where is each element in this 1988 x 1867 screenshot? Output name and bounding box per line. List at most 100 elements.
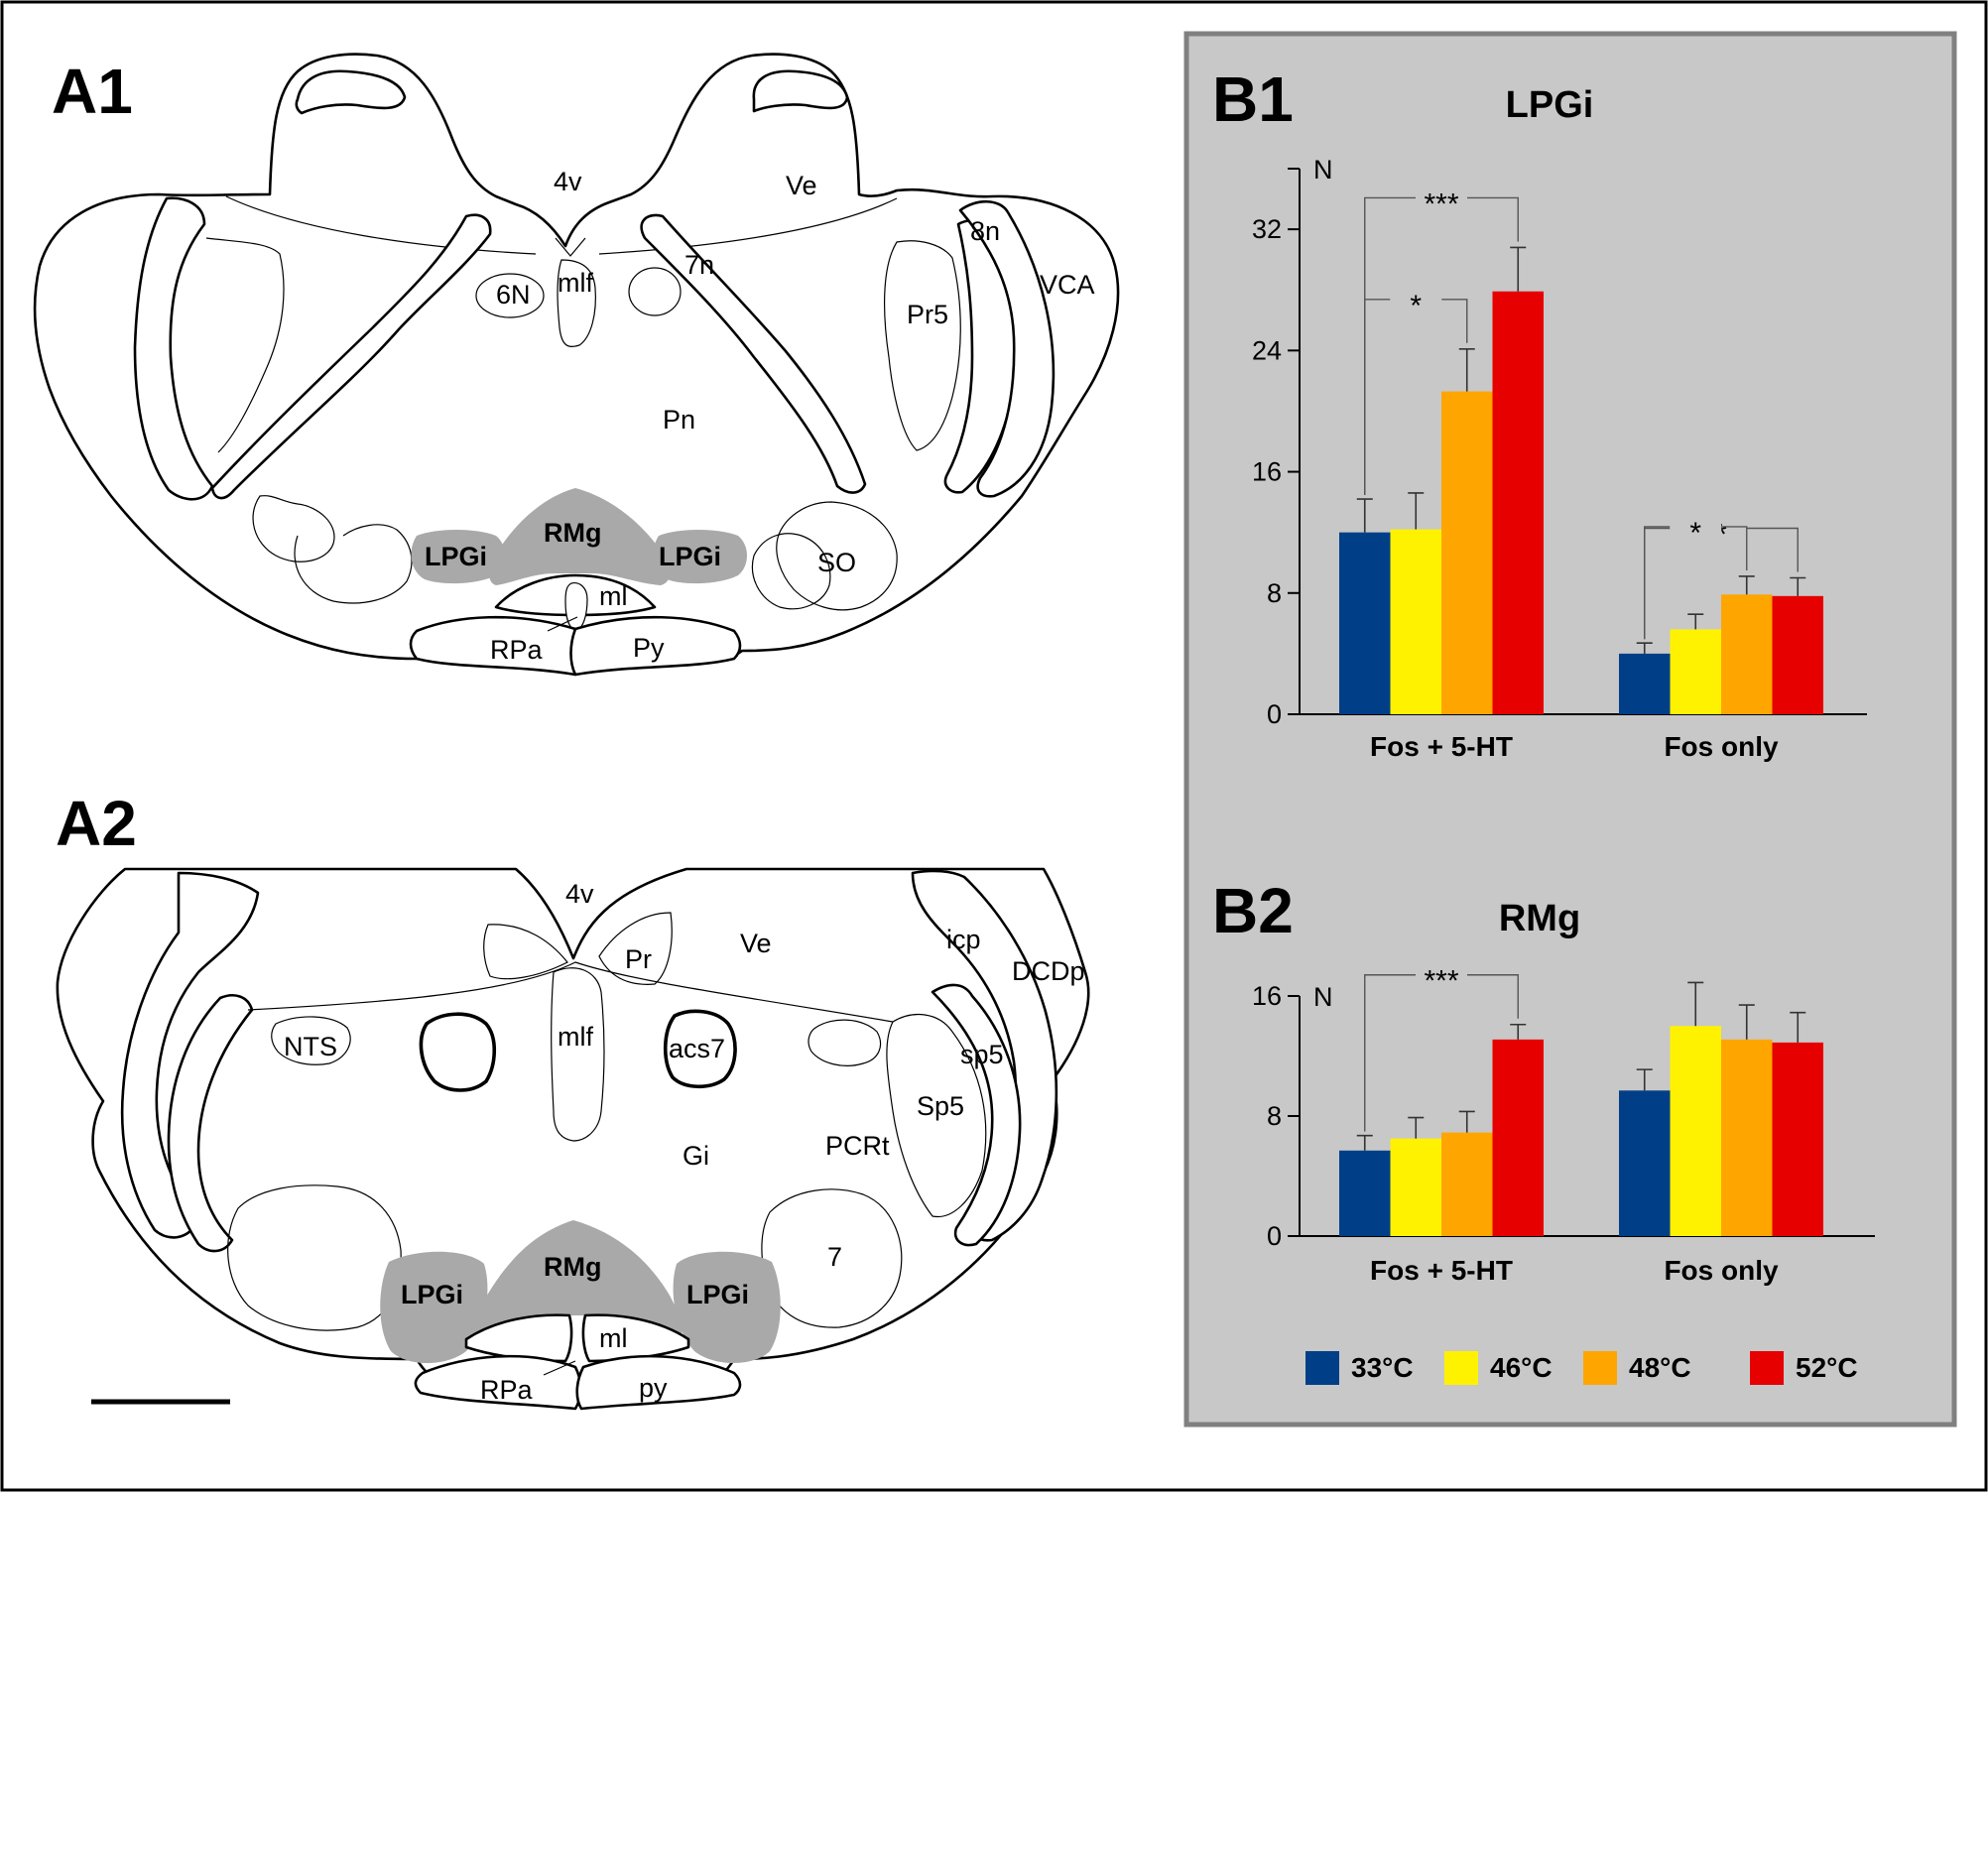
b2-significance-gap (1416, 964, 1467, 985)
diagram-a2: A2 4v (56, 788, 1090, 1411)
a1-label-mlf: mlf (558, 268, 593, 298)
b2-y-axis-label: N (1313, 982, 1333, 1012)
b2-category-label: Fos + 5-HT (1370, 1255, 1513, 1286)
a2-ml-right (581, 1313, 690, 1363)
a1-py-pyramid (569, 615, 742, 677)
a2-sp5-region (886, 1014, 987, 1218)
b1-significance-label: * (1689, 517, 1701, 550)
b2-bar (1721, 1039, 1773, 1236)
b2-bar (1619, 1090, 1671, 1236)
a2-mlf-tract (551, 967, 605, 1142)
panel-label-a1: A1 (52, 56, 133, 127)
a1-section-outline (33, 53, 1120, 665)
legend-label: 46°C (1490, 1352, 1553, 1383)
b1-significance-gap (1416, 187, 1467, 208)
a2-label-rmg: RMg (544, 1252, 601, 1282)
legend-swatch (1583, 1351, 1617, 1385)
a2-label-pr: Pr (625, 944, 652, 974)
chart-b2: B2 RMg N 0 8 16 Fos + 5-HT Fos only *** (1212, 875, 1875, 1286)
a1-left-lower-loop2 (294, 524, 413, 604)
b1-y-tick-label: 24 (1252, 335, 1282, 365)
a2-label-4v: 4v (565, 879, 594, 909)
a1-label-rpa: RPa (490, 635, 544, 665)
a1-label-so: SO (817, 548, 856, 577)
b1-bar (1619, 653, 1671, 714)
b1-y-tick-label: 0 (1267, 699, 1282, 729)
diagram-a1: A1 (33, 53, 1120, 677)
a1-left-peduncle (133, 196, 214, 501)
a2-label-acs7: acs7 (669, 1034, 725, 1063)
a2-pr-region-right (598, 912, 673, 985)
a1-midline-notch (555, 237, 586, 257)
a1-left-diagonal-band (210, 213, 492, 500)
panel-label-b2: B2 (1212, 875, 1294, 946)
a1-label-7n: 7n (684, 250, 714, 280)
a2-left-peduncle-inner (167, 994, 254, 1253)
a2-rmg-shade (476, 1220, 683, 1341)
a2-label-7: 7 (827, 1242, 842, 1272)
b2-bar (1390, 1138, 1441, 1236)
a1-lpgi-left-shade (411, 530, 505, 584)
a1-rpa-pointer (547, 616, 578, 632)
b2-y-tick-label: 16 (1252, 981, 1282, 1011)
b1-bar (1721, 594, 1773, 714)
a1-mlf-tract (557, 259, 596, 348)
a2-py-pyramid (575, 1354, 742, 1411)
b2-category-label: Fos only (1664, 1255, 1779, 1286)
a1-right-mlf-oval (628, 267, 682, 316)
b1-bar (1772, 595, 1823, 714)
b2-y-tick-label: 0 (1267, 1221, 1282, 1251)
b1-y-tick-label: 32 (1252, 214, 1282, 244)
a1-left-ventricle-floor (225, 195, 537, 255)
legend-swatch (1305, 1351, 1339, 1385)
a1-right-so-outer (776, 501, 898, 611)
a2-label-dcdp: DCDp (1012, 956, 1085, 986)
a2-floor-line (247, 961, 894, 1023)
b2-bar (1339, 1150, 1391, 1236)
a2-label-nts: NTS (284, 1032, 337, 1061)
a1-pr5-region (883, 240, 961, 451)
a2-label-icp: icp (946, 925, 981, 954)
legend-swatch (1444, 1351, 1478, 1385)
a2-rpa-pyramid (414, 1354, 582, 1411)
a1-rmg-shade (489, 488, 670, 585)
a1-label-8n: 8n (970, 216, 1000, 246)
b1-category-label: Fos + 5-HT (1370, 731, 1513, 762)
b1-chart-title: LPGi (1506, 84, 1594, 126)
a2-right-pcrt-region (808, 1019, 882, 1066)
b2-bar (1772, 1042, 1823, 1236)
a1-label-vca: VCA (1040, 270, 1095, 300)
a1-right-so-inner (751, 533, 831, 610)
b2-y-tick-label: 8 (1267, 1101, 1282, 1131)
a2-nts (271, 1016, 351, 1065)
a2-label-sp5-upper: Sp5 (917, 1091, 964, 1121)
b1-bar (1390, 529, 1441, 714)
a2-icp-band (911, 869, 1058, 1242)
a1-lpgi-right-shade (653, 530, 747, 584)
a2-sp5-band (931, 983, 1022, 1247)
a2-label-py: py (639, 1373, 668, 1403)
b1-significance-gap (1390, 289, 1442, 310)
b1-significance-label: * (1410, 290, 1422, 322)
legend-label: 52°C (1796, 1352, 1858, 1383)
a1-label-lpgi-right: LPGi (659, 542, 721, 571)
b1-significance-label: *** (1424, 187, 1458, 220)
a2-pr-region (483, 924, 568, 980)
a1-label-rmg: RMg (544, 518, 601, 548)
b1-bar (1441, 391, 1493, 714)
b2-significance-label: *** (1424, 965, 1458, 998)
b2-bar (1441, 1132, 1493, 1236)
a2-label-lpgi-right: LPGi (686, 1280, 749, 1309)
a1-right-7n-band (640, 213, 867, 494)
a2-label-sp5-lower: sp5 (960, 1040, 1004, 1069)
a2-label-pcrt: PCRt (825, 1131, 890, 1161)
a2-rpa-pointer (543, 1360, 576, 1376)
a2-left-round-structure (419, 1012, 497, 1092)
a1-label-py: Py (633, 633, 665, 663)
panel-label-b1: B1 (1212, 63, 1294, 135)
b2-chart-title: RMg (1499, 898, 1580, 939)
a1-6n-nucleus (475, 273, 545, 318)
a1-label-ve: Ve (786, 171, 817, 200)
